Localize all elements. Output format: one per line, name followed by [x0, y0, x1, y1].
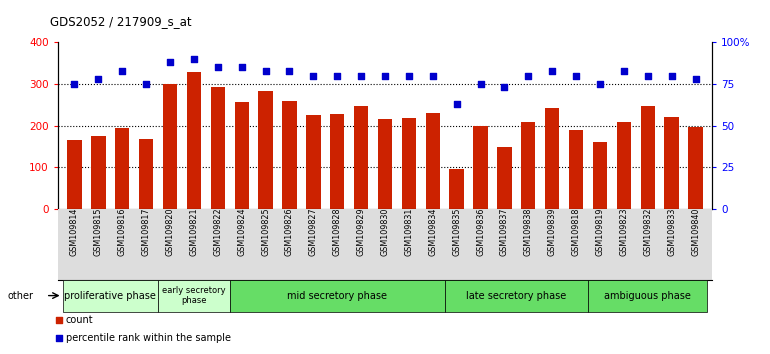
Point — [307, 73, 320, 79]
Text: ambiguous phase: ambiguous phase — [604, 291, 691, 301]
Bar — [229, 280, 445, 312]
Point — [665, 73, 678, 79]
Text: proliferative phase: proliferative phase — [65, 291, 156, 301]
Point — [116, 68, 129, 74]
Point — [498, 85, 511, 90]
Bar — [665, 118, 679, 209]
Bar — [569, 130, 583, 209]
Bar — [115, 128, 129, 209]
Bar — [211, 87, 225, 209]
Point — [450, 101, 463, 107]
Bar — [474, 126, 487, 209]
Bar — [521, 122, 535, 209]
Text: count: count — [66, 315, 94, 325]
Text: mid secretory phase: mid secretory phase — [287, 291, 387, 301]
Bar — [91, 136, 105, 209]
Point — [331, 73, 343, 79]
Point — [212, 64, 224, 70]
Bar — [158, 280, 229, 312]
Bar — [235, 102, 249, 209]
Point — [403, 73, 415, 79]
Bar — [330, 114, 344, 209]
Bar — [139, 139, 153, 209]
Point — [355, 73, 367, 79]
Text: GDS2052 / 217909_s_at: GDS2052 / 217909_s_at — [50, 15, 192, 28]
Point — [69, 81, 81, 87]
Bar — [67, 140, 82, 209]
Bar — [162, 84, 177, 209]
Bar — [545, 108, 559, 209]
Point — [641, 73, 654, 79]
Bar — [617, 121, 631, 209]
Point — [427, 73, 439, 79]
Text: other: other — [8, 291, 34, 301]
Point — [53, 335, 65, 341]
Point — [474, 81, 487, 87]
Point — [594, 81, 606, 87]
Point — [164, 59, 176, 65]
Bar — [450, 169, 464, 209]
Point — [92, 76, 105, 82]
Text: late secretory phase: late secretory phase — [467, 291, 567, 301]
Point — [689, 76, 701, 82]
Point — [522, 73, 534, 79]
Bar — [402, 118, 416, 209]
Bar — [641, 106, 655, 209]
Bar — [588, 280, 708, 312]
Point — [53, 318, 65, 323]
Point — [188, 56, 200, 62]
Text: percentile rank within the sample: percentile rank within the sample — [66, 333, 231, 343]
Bar — [259, 91, 273, 209]
Bar — [354, 106, 368, 209]
Bar — [62, 280, 158, 312]
Point — [283, 68, 296, 74]
Bar — [378, 119, 392, 209]
Bar — [688, 126, 703, 209]
Bar — [283, 101, 296, 209]
Bar — [306, 115, 320, 209]
Bar — [426, 113, 440, 209]
Point — [140, 81, 152, 87]
Bar — [445, 280, 588, 312]
Point — [379, 73, 391, 79]
Bar — [593, 142, 608, 209]
Point — [259, 68, 272, 74]
Bar — [187, 73, 201, 209]
Bar — [497, 147, 511, 209]
Point — [618, 68, 630, 74]
Point — [570, 73, 582, 79]
Point — [546, 68, 558, 74]
Text: early secretory
phase: early secretory phase — [162, 286, 226, 305]
Point — [236, 64, 248, 70]
